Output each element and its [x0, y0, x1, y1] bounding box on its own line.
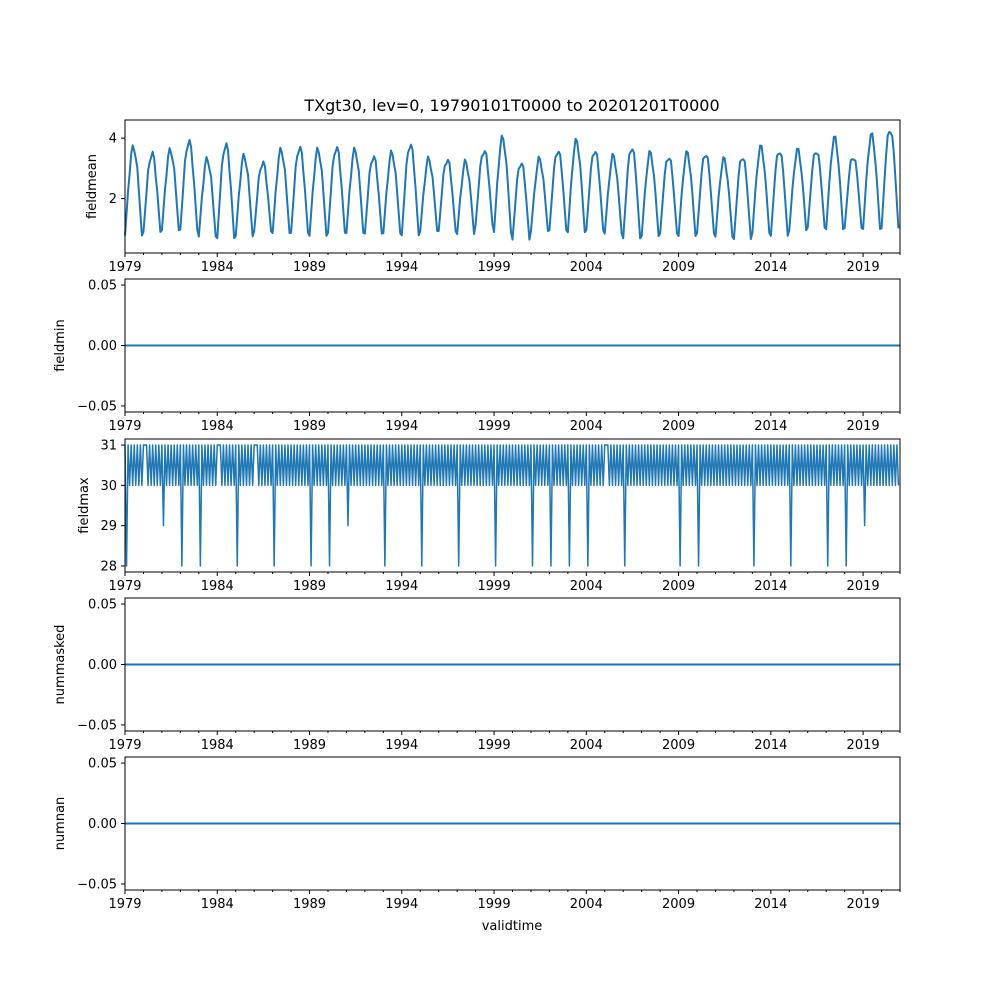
- axes-frame-fieldmean: [124, 119, 901, 254]
- axes-frame-numnan: [124, 756, 901, 891]
- x-tick-label-fieldmin: 1979: [108, 419, 141, 434]
- x-tick-label-nummasked: 1999: [478, 738, 511, 753]
- y-axis-label-nummasked: nummasked: [53, 625, 68, 705]
- x-tick-label-fieldmax: 1994: [385, 579, 418, 594]
- x-tick-label-fieldmean: 2014: [754, 260, 787, 275]
- x-tick-label-numnan: 1989: [293, 897, 326, 912]
- x-tick-label-fieldmin: 2014: [754, 419, 787, 434]
- subplot-stack: fieldmean 2 4 1979 1984 1989 1994 1999 2004 2009 2…: [53, 119, 901, 912]
- x-tick-label-fieldmax: 2014: [754, 579, 787, 594]
- x-tick-label-fieldmean: 2019: [847, 260, 880, 275]
- x-tick-label-fieldmax: 2019: [847, 579, 880, 594]
- x-tick-label-fieldmean: 1994: [385, 260, 418, 275]
- subplot-fieldmax: fieldmax 31 30 29 28 1979 1984 1989 1994 1999 2004…: [77, 438, 901, 594]
- axes-frame-fieldmin: [124, 278, 901, 413]
- y-tick-label-numnan: 0.00: [88, 817, 117, 832]
- y-axis-label-fieldmax: fieldmax: [77, 477, 92, 534]
- x-tick-label-nummasked: 2009: [662, 738, 695, 753]
- x-tick-label-nummasked: 1979: [108, 738, 141, 753]
- x-tick-label-nummasked: 2014: [754, 738, 787, 753]
- y-tick-label-fieldmean: 4: [109, 132, 117, 147]
- x-tick-label-numnan: 1994: [385, 897, 418, 912]
- x-tick-label-numnan: 2009: [662, 897, 695, 912]
- x-tick-label-nummasked: 1984: [201, 738, 234, 753]
- x-tick-label-numnan: 1999: [478, 897, 511, 912]
- x-tick-label-fieldmean: 2009: [662, 260, 695, 275]
- x-tick-label-fieldmean: 1984: [201, 260, 234, 275]
- x-tick-label-numnan: 1984: [201, 897, 234, 912]
- y-tick-label-fieldmax: 28: [100, 559, 117, 574]
- figure-title: TXgt30, lev=0, 19790101T0000 to 20201201…: [303, 96, 719, 115]
- x-tick-label-fieldmean: 1989: [293, 260, 326, 275]
- x-tick-label-numnan: 2019: [847, 897, 880, 912]
- y-tick-label-fieldmin: 0.00: [88, 339, 117, 354]
- y-tick-label-nummasked: −0.05: [77, 718, 117, 733]
- y-axis-label-fieldmin: fieldmin: [53, 319, 68, 372]
- x-tick-label-fieldmin: 2019: [847, 419, 880, 434]
- x-tick-label-fieldmean: 1979: [108, 260, 141, 275]
- x-tick-label-fieldmin: 2004: [570, 419, 603, 434]
- axes-frame-nummasked: [124, 597, 901, 732]
- y-tick-label-fieldmax: 31: [100, 439, 117, 454]
- x-tick-label-fieldmax: 1984: [201, 579, 234, 594]
- y-tick-label-fieldmin: −0.05: [77, 399, 117, 414]
- y-tick-label-fieldmax: 29: [100, 519, 117, 534]
- y-axis-label-numnan: numnan: [53, 797, 68, 851]
- subplot-fieldmin: fieldmin 0.05 0.00 −0.05 1979 1984 1989 1994 199…: [53, 278, 901, 434]
- x-tick-label-numnan: 1979: [108, 897, 141, 912]
- x-tick-label-fieldmin: 2009: [662, 419, 695, 434]
- x-tick-label-nummasked: 2004: [570, 738, 603, 753]
- x-tick-label-fieldmax: 1999: [478, 579, 511, 594]
- x-tick-label-fieldmin: 1989: [293, 419, 326, 434]
- x-axis-label: validtime: [482, 919, 543, 934]
- x-tick-label-fieldmean: 2004: [570, 260, 603, 275]
- x-tick-label-fieldmax: 1979: [108, 579, 141, 594]
- x-tick-label-nummasked: 1994: [385, 738, 418, 753]
- y-tick-label-nummasked: 0.00: [88, 658, 117, 673]
- x-tick-label-nummasked: 2019: [847, 738, 880, 753]
- y-tick-label-fieldmean: 2: [109, 192, 117, 207]
- x-tick-label-numnan: 2004: [570, 897, 603, 912]
- x-tick-label-fieldmax: 2009: [662, 579, 695, 594]
- series-line-fieldmean: [124, 130, 900, 241]
- x-tick-label-fieldmin: 1999: [478, 419, 511, 434]
- subplot-nummasked: nummasked 0.05 0.00 −0.05 1979 1984 1989 1994 19…: [53, 597, 901, 753]
- subplot-fieldmean: fieldmean 2 4 1979 1984 1989 1994 1999 2004 2009 2…: [85, 119, 901, 275]
- x-tick-label-fieldmax: 2004: [570, 579, 603, 594]
- x-tick-label-fieldmean: 1999: [478, 260, 511, 275]
- series-line-fieldmax: [124, 444, 900, 567]
- axes-frame-fieldmax: [124, 438, 901, 573]
- y-axis-label-fieldmean: fieldmean: [85, 154, 100, 219]
- x-tick-label-fieldmin: 1984: [201, 419, 234, 434]
- x-tick-label-fieldmin: 1994: [385, 419, 418, 434]
- y-tick-label-nummasked: 0.05: [88, 598, 117, 613]
- x-tick-label-fieldmax: 1989: [293, 579, 326, 594]
- y-tick-label-numnan: 0.05: [88, 757, 117, 772]
- subplot-numnan: numnan 0.05 0.00 −0.05 1979 1984 1989 1994 1999 2…: [53, 756, 901, 912]
- x-tick-label-nummasked: 1989: [293, 738, 326, 753]
- y-tick-label-fieldmax: 30: [100, 479, 117, 494]
- y-tick-label-fieldmin: 0.05: [88, 279, 117, 294]
- y-tick-label-numnan: −0.05: [77, 877, 117, 892]
- x-tick-label-numnan: 2014: [754, 897, 787, 912]
